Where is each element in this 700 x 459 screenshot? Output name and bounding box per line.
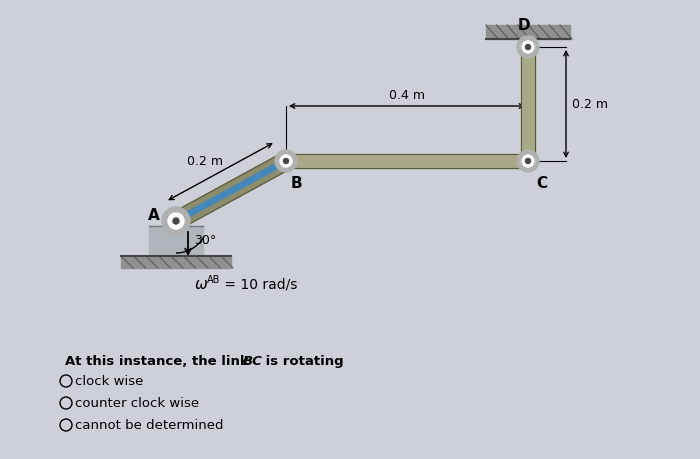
Polygon shape: [175, 159, 287, 224]
Text: 0.4 m: 0.4 m: [389, 89, 425, 102]
Circle shape: [517, 151, 539, 173]
Text: 30°: 30°: [194, 234, 216, 246]
Text: 0.2 m: 0.2 m: [188, 154, 223, 168]
Text: cannot be determined: cannot be determined: [75, 419, 223, 431]
Text: D: D: [518, 18, 531, 33]
Circle shape: [522, 42, 534, 54]
Circle shape: [275, 151, 297, 173]
Circle shape: [162, 207, 190, 235]
Circle shape: [284, 159, 288, 164]
Polygon shape: [286, 155, 528, 168]
Circle shape: [280, 156, 292, 168]
Text: = 10 rad/s: = 10 rad/s: [220, 276, 298, 291]
Circle shape: [173, 218, 179, 224]
Text: B: B: [291, 176, 302, 190]
Circle shape: [526, 45, 531, 50]
Text: AB: AB: [207, 274, 220, 285]
Text: clock wise: clock wise: [75, 375, 144, 388]
Circle shape: [522, 156, 534, 168]
Polygon shape: [149, 226, 203, 257]
Circle shape: [517, 37, 539, 59]
Text: A: A: [148, 207, 160, 223]
Text: counter clock wise: counter clock wise: [75, 397, 199, 409]
Polygon shape: [121, 257, 231, 269]
Text: is rotating: is rotating: [261, 354, 344, 367]
Polygon shape: [521, 48, 535, 162]
Circle shape: [168, 213, 184, 230]
Text: $\omega$: $\omega$: [194, 276, 208, 291]
Text: At this instance, the link: At this instance, the link: [65, 354, 253, 367]
Polygon shape: [172, 154, 290, 230]
Text: 0.2 m: 0.2 m: [572, 98, 608, 111]
Circle shape: [526, 159, 531, 164]
Text: BC: BC: [243, 354, 263, 367]
Polygon shape: [486, 26, 570, 40]
Text: C: C: [536, 176, 547, 190]
